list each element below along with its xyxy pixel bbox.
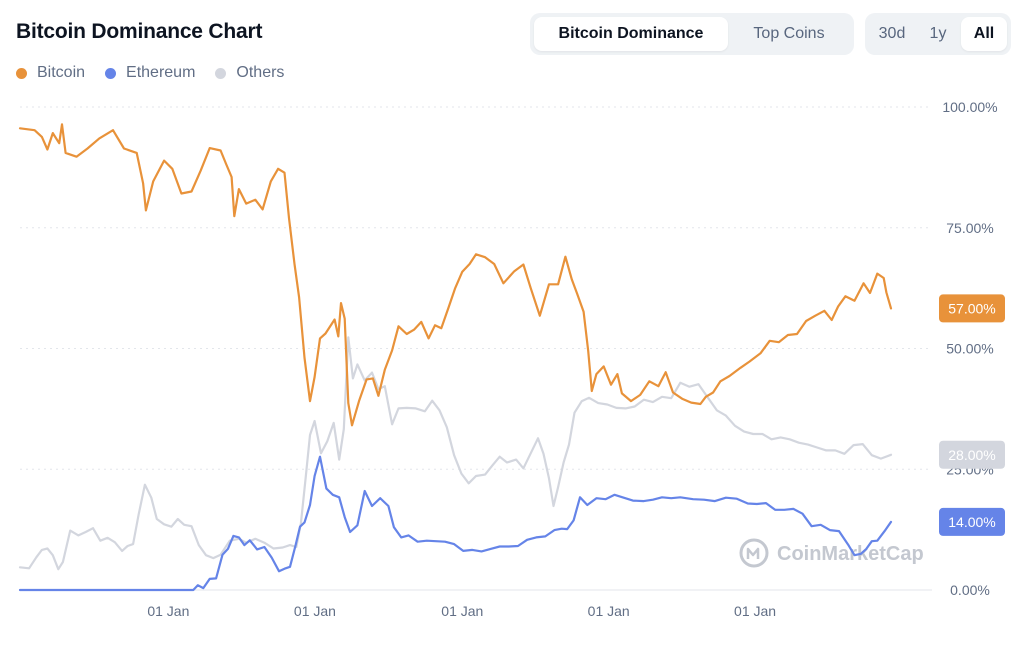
x-tick-label: 01 Jan	[441, 603, 483, 619]
y-tick-label: 100.00%	[942, 99, 997, 115]
legend-item-bitcoin[interactable]: Bitcoin	[16, 64, 85, 82]
chart-title: Bitcoin Dominance Chart	[16, 20, 263, 43]
time-range-selector: 30d 1y All	[865, 13, 1011, 55]
current-value-tag-ethereum: 14.00%	[939, 507, 1005, 536]
value-tag-background	[939, 294, 1005, 323]
y-axis-ticks: 100.00%75.00%50.00%25.00%0.00%	[942, 99, 997, 598]
series-line-others[interactable]	[18, 336, 893, 571]
coinmarketcap-watermark: CoinMarketCap	[739, 538, 924, 568]
legend-dot-bitcoin	[16, 67, 27, 79]
y-tick-label: 0.00%	[950, 582, 990, 598]
coinmarketcap-logo-icon	[739, 538, 769, 568]
x-tick-label: 01 Jan	[294, 603, 336, 619]
x-tick-label: 01 Jan	[588, 603, 630, 619]
legend-dot-ethereum	[105, 67, 117, 79]
value-tag-label: 14.00%	[948, 514, 995, 530]
chart-legend: Bitcoin Ethereum Others	[16, 64, 284, 82]
range-1y-button[interactable]: 1y	[929, 25, 947, 42]
legend-label-others: Others	[236, 64, 285, 81]
x-tick-label: 01 Jan	[734, 603, 776, 619]
watermark-text: CoinMarketCap	[777, 543, 924, 565]
legend-label-bitcoin: Bitcoin	[37, 64, 86, 81]
legend-item-others[interactable]: Others	[215, 64, 284, 82]
x-axis-ticks: 01 Jan 01 Jan 01 Jan 01 Jan 01 Jan	[147, 603, 776, 619]
current-value-tag-others: 28.00%	[939, 440, 1005, 469]
x-tick-label: 01 Jan	[147, 603, 189, 619]
chart-type-tabs: Bitcoin Dominance Top Coins	[530, 13, 854, 55]
tab-bitcoin-dominance[interactable]: Bitcoin Dominance	[534, 17, 728, 51]
legend-label-ethereum: Ethereum	[126, 64, 196, 81]
current-value-tags: 57.00% 14.00% 28.00%	[939, 294, 1005, 536]
series-line-ethereum[interactable]	[18, 455, 893, 592]
series-lines	[18, 123, 893, 592]
value-tag-background	[939, 507, 1005, 536]
value-tag-background	[939, 440, 1005, 469]
range-30d-button[interactable]: 30d	[878, 25, 906, 42]
legend-dot-others	[215, 67, 227, 79]
y-tick-label: 50.00%	[946, 341, 993, 357]
y-tick-label: 75.00%	[946, 220, 993, 236]
current-value-tag-bitcoin: 57.00%	[939, 294, 1005, 323]
series-line-bitcoin[interactable]	[18, 123, 893, 427]
value-tag-label: 57.00%	[948, 300, 995, 316]
range-all-button[interactable]: All	[961, 17, 1007, 51]
value-tag-label: 28.00%	[948, 447, 995, 463]
legend-item-ethereum[interactable]: Ethereum	[105, 64, 195, 82]
tab-top-coins[interactable]: Top Coins	[753, 25, 825, 42]
